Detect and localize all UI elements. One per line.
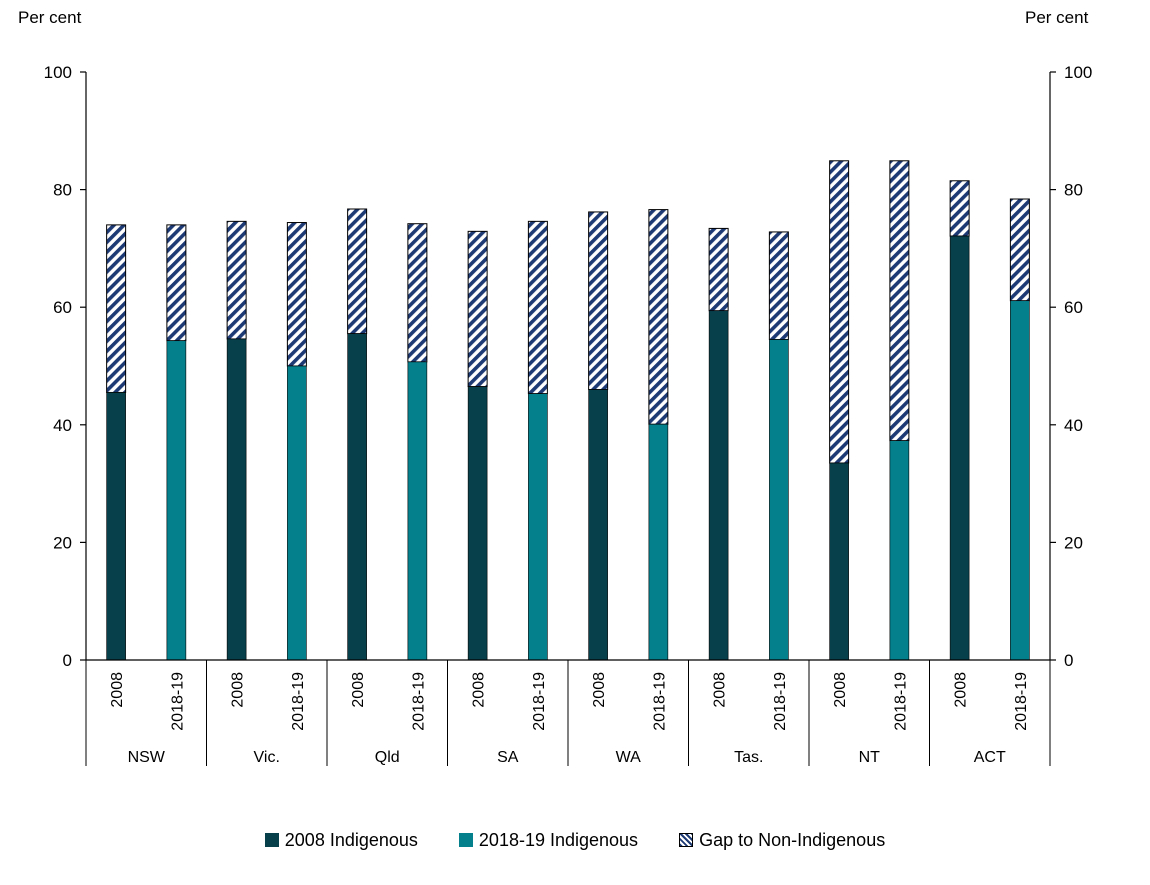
x-period-label: 2018-19 — [1013, 672, 1030, 731]
legend-label-gap: Gap to Non-Indigenous — [699, 829, 886, 850]
bar-gap-act-2008 — [949, 180, 970, 237]
bar-indigenous-vic-2008 — [226, 338, 247, 661]
bar-indigenous-wa-2018-19 — [648, 423, 669, 661]
y-tick-label-right-20: 20 — [1064, 533, 1083, 552]
bar-indigenous-act-2008 — [949, 235, 970, 661]
x-period-label: 2008 — [591, 672, 608, 708]
bar-gap-qld-2008 — [347, 208, 368, 335]
axes-layer — [80, 71, 1056, 766]
bar-gap-nt-2008 — [829, 160, 850, 464]
x-period-label: 2018-19 — [651, 672, 668, 731]
bars-layer — [106, 160, 1030, 661]
bar-indigenous-nsw-2018-19 — [166, 340, 187, 661]
x-period-label: 2018-19 — [169, 672, 186, 731]
y-tick-label-left-60: 60 — [53, 298, 72, 317]
x-period-label: 2008 — [350, 672, 367, 708]
bar-gap-wa-2008 — [588, 211, 609, 391]
x-period-label: 2008 — [953, 672, 970, 708]
y-tick-label-left-20: 20 — [53, 533, 72, 552]
bar-indigenous-tas-2008 — [708, 310, 729, 661]
x-period-label: 2008 — [230, 672, 247, 708]
x-group-label-act: ACT — [974, 749, 1006, 766]
legend-label-2008: 2008 Indigenous — [284, 829, 418, 850]
bar-indigenous-sa-2008 — [467, 386, 488, 661]
x-period-label: 2008 — [832, 672, 849, 708]
y-tick-label-right-0: 0 — [1064, 651, 1073, 670]
x-group-label-tas: Tas. — [734, 749, 763, 766]
bar-gap-tas-2008 — [708, 227, 729, 312]
y-tick-label-left-80: 80 — [53, 181, 72, 200]
bar-gap-vic-2018-19 — [286, 222, 307, 367]
legend-swatch-2018-19 — [458, 832, 473, 847]
x-group-label-sa: SA — [497, 749, 519, 766]
bar-indigenous-qld-2008 — [347, 333, 367, 661]
legend-item-2018-19: 2018-19 Indigenous — [458, 829, 639, 851]
y-tick-label-right-40: 40 — [1064, 416, 1083, 435]
bar-gap-tas-2018-19 — [768, 231, 789, 341]
x-period-label: 2018-19 — [772, 672, 789, 731]
x-period-label: 2018-19 — [892, 672, 909, 731]
bar-gap-qld-2018-19 — [407, 223, 428, 363]
bar-indigenous-tas-2018-19 — [769, 339, 789, 661]
bar-gap-nsw-2008 — [106, 224, 127, 393]
x-group-label-qld: Qld — [375, 749, 400, 766]
bar-indigenous-vic-2018-19 — [287, 365, 307, 661]
x-period-label: 2008 — [712, 672, 729, 708]
legend-swatch-gap — [679, 832, 694, 847]
y-tick-label-left-100: 100 — [44, 63, 72, 82]
x-period-label: 2008 — [471, 672, 488, 708]
y-axis-label-right: Per cent — [1025, 8, 1089, 27]
bar-gap-act-2018-19 — [1009, 198, 1030, 302]
y-axis-label-left: Per cent — [18, 8, 82, 27]
legend-label-2018-19: 2018-19 Indigenous — [478, 829, 639, 850]
bar-gap-nsw-2018-19 — [166, 224, 187, 342]
legend-item-gap: Gap to Non-Indigenous — [679, 830, 885, 851]
y-tick-label-right-60: 60 — [1064, 298, 1083, 317]
labels-layer: 0 0 20 20 40 40 60 60 80 80 100 100 2008 2018-19 NSW 20… — [44, 63, 1093, 766]
bar-gap-sa-2008 — [467, 230, 488, 388]
bar-indigenous-qld-2018-19 — [407, 361, 428, 661]
x-group-label-nsw: NSW — [128, 749, 166, 766]
bar-gap-sa-2018-19 — [527, 220, 548, 395]
y-tick-label-right-80: 80 — [1064, 181, 1083, 200]
y-tick-label-right-100: 100 — [1064, 63, 1092, 82]
legend-item-2008: 2008 Indigenous — [264, 829, 418, 851]
x-period-label: 2018-19 — [290, 672, 307, 731]
y-tick-label-left-40: 40 — [53, 416, 72, 435]
bar-indigenous-nsw-2008 — [106, 392, 126, 661]
bar-gap-nt-2018-19 — [889, 160, 910, 442]
legend-swatch-2008 — [264, 832, 279, 847]
bar-indigenous-nt-2008 — [829, 462, 849, 661]
x-period-label: 2018-19 — [531, 672, 548, 731]
x-group-label-wa: WA — [616, 749, 642, 766]
bar-gap-wa-2018-19 — [648, 209, 669, 425]
x-group-label-nt: NT — [859, 749, 881, 766]
x-group-label-vic: Vic. — [254, 749, 280, 766]
bar-gap-vic-2008 — [226, 220, 247, 340]
bar-indigenous-wa-2008 — [588, 389, 608, 661]
bar-indigenous-sa-2018-19 — [528, 393, 548, 661]
y-tick-label-left-0: 0 — [63, 651, 72, 670]
x-period-label: 2018-19 — [410, 672, 427, 731]
x-period-label: 2008 — [109, 672, 126, 708]
bar-indigenous-nt-2018-19 — [889, 440, 910, 661]
legend: 2008 Indigenous 2018-19 Indigenous Gap t… — [0, 829, 1150, 851]
bar-indigenous-act-2018-19 — [1010, 300, 1030, 661]
